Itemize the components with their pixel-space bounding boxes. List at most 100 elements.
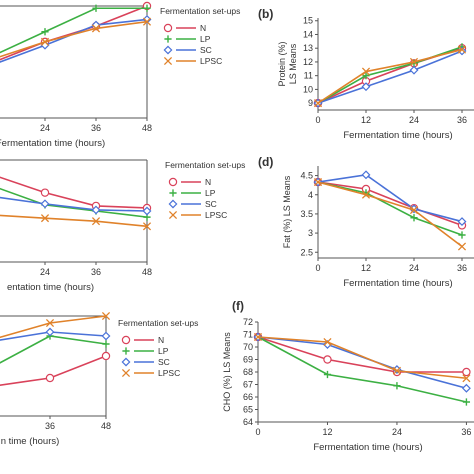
data-point-SC — [40, 199, 50, 209]
y-tick-label: 13 — [303, 43, 313, 53]
data-point-LPSC — [142, 222, 152, 231]
legend-label-N: N — [158, 335, 164, 345]
data-point-N — [462, 367, 471, 377]
data-point-N — [45, 373, 55, 383]
x-axis-label: Fermentation time (hours) — [313, 442, 422, 453]
data-point-LPSC — [392, 366, 402, 375]
x-tick-label: 36 — [45, 421, 55, 431]
data-point-LP — [458, 231, 466, 239]
y-tick-label: 68 — [243, 367, 253, 377]
panel-label: (b) — [258, 7, 273, 21]
data-point-N — [40, 188, 50, 197]
x-axis-label: Fermentation time (hours) — [0, 138, 105, 149]
legend-marker-N — [121, 335, 131, 345]
legend-marker-LP — [169, 189, 177, 197]
data-point-LPSC — [409, 206, 419, 215]
data-point-LP — [323, 370, 332, 379]
legend-label-SC: SC — [200, 45, 212, 55]
legend-marker-LPSC — [121, 368, 131, 378]
y-tick-label: 3.5 — [300, 209, 313, 219]
legend-label-N: N — [200, 23, 206, 33]
x-tick-label: 0 — [315, 263, 320, 273]
data-point-SC — [409, 65, 419, 75]
data-point-LP — [393, 382, 401, 390]
panel-b: 0 12 24 36 9 10 11 12 13 14 15 Fermentation time (h… — [258, 7, 474, 141]
y-tick-label: 69 — [243, 355, 253, 365]
x-tick-label: 48 — [142, 267, 152, 277]
y-tick-label: 66 — [243, 392, 253, 402]
data-point-LP — [410, 59, 418, 67]
data-point-LPSC — [462, 374, 471, 383]
data-point-LP — [362, 72, 370, 80]
series-line-SC — [317, 173, 463, 223]
x-tick-label: 24 — [40, 267, 50, 277]
x-tick-label: 48 — [142, 123, 152, 133]
legend-label-LP: LP — [200, 34, 211, 44]
y-tick-label: 4.5 — [300, 171, 313, 181]
x-axis-label: Fermentation time (hours) — [343, 130, 452, 141]
series-line-LPSC — [0, 20, 148, 58]
y-tick-label: 2.5 — [300, 247, 313, 257]
x-tick-label: 24 — [409, 263, 419, 273]
x-tick-label: 48 — [101, 421, 111, 431]
data-point-LPSC — [361, 190, 371, 199]
y-tick-label: 3 — [308, 228, 313, 238]
x-tick-label: 12 — [322, 427, 332, 437]
data-point-LP — [462, 398, 471, 406]
y-axis-label: Fat (%) LS Means — [282, 175, 292, 248]
series-line-N — [0, 5, 148, 61]
x-tick-label: 12 — [361, 115, 371, 125]
series-line-N — [317, 181, 463, 227]
panel-label: (d) — [258, 155, 273, 169]
series-line-LPSC — [0, 214, 148, 228]
y-tick-label: 11 — [304, 71, 313, 81]
y-tick-label: 12 — [303, 57, 313, 67]
y-axis-label: Protein (%)LS Means — [277, 41, 298, 86]
series-line-LP — [0, 187, 148, 218]
series-line-LPSC — [317, 48, 463, 104]
data-point-SC — [101, 331, 111, 341]
y-tick-label: 70 — [243, 342, 253, 352]
data-point-LPSC — [313, 99, 323, 108]
data-point-LPSC — [409, 57, 419, 66]
data-point-SC — [91, 205, 101, 215]
panel-e: 36 48 n time (hours) Fermentation set-upsNL… — [0, 311, 198, 447]
panel-d: 0 12 24 36 2.5 3 3.5 4 4.5 Fermentation time (hou… — [258, 155, 474, 289]
legend-title: Fermentation set-ups — [165, 160, 245, 170]
series-line-LP — [317, 181, 463, 236]
y-tick-label: 4 — [308, 190, 313, 200]
data-point-LPSC — [45, 318, 55, 328]
legend-marker-LP — [122, 347, 130, 355]
y-tick-label: 14 — [303, 29, 313, 39]
series-line-LPSC — [257, 336, 467, 380]
legend-label-LPSC: LPSC — [200, 56, 222, 66]
legend-marker-N — [163, 23, 173, 33]
panel-a: 24 36 48 Fermentation time (hours) Fermentat… — [0, 1, 240, 149]
data-point-N — [101, 351, 111, 361]
legend-title: Fermentation set-ups — [160, 6, 240, 16]
data-point-N — [323, 355, 332, 364]
data-point-LPSC — [457, 242, 467, 251]
data-point-SC — [461, 383, 471, 393]
legend-marker-LPSC — [168, 210, 178, 220]
data-point-SC — [457, 217, 467, 227]
series-line-LP — [257, 336, 467, 403]
legend-label-N: N — [205, 177, 211, 187]
x-axis-label: entation time (hours) — [7, 282, 94, 293]
x-tick-label: 24 — [392, 427, 402, 437]
data-point-LP — [92, 4, 100, 12]
x-axis-label: n time (hours) — [1, 436, 60, 447]
data-point-LPSC — [91, 24, 101, 33]
data-point-LP — [102, 340, 110, 348]
panel-f: 0 12 24 36 64 65 66 67 68 69 70 71 72 Fermentation ti… — [222, 299, 474, 453]
x-tick-label: 24 — [40, 123, 50, 133]
x-tick-label: 36 — [91, 123, 101, 133]
data-point-LP — [143, 4, 151, 12]
x-tick-label: 0 — [315, 115, 320, 125]
x-tick-label: 36 — [91, 267, 101, 277]
legend-label-SC: SC — [205, 199, 217, 209]
data-point-LPSC — [91, 217, 101, 226]
